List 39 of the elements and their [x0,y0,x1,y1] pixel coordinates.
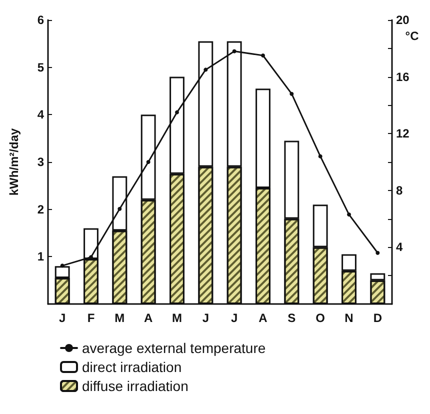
y2-tick-label: 20 [396,13,410,27]
x-tick-label: J [230,311,238,325]
x-tick-label: D [373,311,382,325]
point [261,54,265,58]
x-tick-label: A [258,311,268,325]
x-tick-label: J [58,311,66,325]
y2-axis-title: °C [405,29,420,43]
point [146,160,150,164]
point [376,250,380,255]
legend-label: average external temperature [82,340,266,356]
x-tick-label: S [288,311,296,325]
point [290,92,294,96]
y2-tick-label: 12 [396,126,410,141]
point [347,212,351,217]
point [232,49,236,54]
point [175,110,179,114]
point [118,206,122,211]
y-tick-label: 3 [37,155,44,169]
x-tick-label: O [316,311,326,325]
point [60,264,64,268]
point [204,68,208,72]
point [318,154,322,158]
x-tick-label: J [202,311,210,325]
y-tick-label: 2 [37,202,44,216]
x-tick-label: A [144,311,153,325]
y-tick-label: 6 [37,13,44,27]
legend-label: diffuse irradiation [82,378,188,394]
y-tick-label: 5 [37,60,44,74]
y-axis-title: kWh/m²/day [7,128,21,196]
y2-tick-label: 8 [396,183,403,198]
x-tick-label: M [172,311,182,325]
x-tick-label: F [87,311,95,325]
y-tick-label: 4 [37,108,44,122]
y2-tick-label: 16 [396,70,410,84]
y-tick-label: 1 [37,250,44,264]
y2-tick-label: 4 [396,240,403,254]
x-tick-label: N [344,311,354,325]
legend-label: direct irradiation [82,359,182,375]
x-tick-label: M [114,311,125,325]
